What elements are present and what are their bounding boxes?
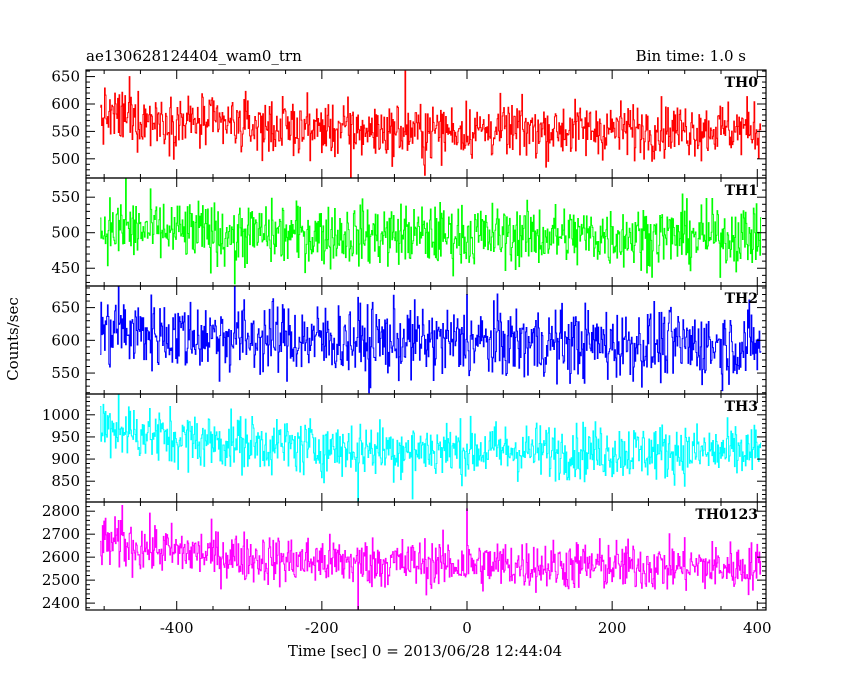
y-tick-label: 2800	[42, 502, 80, 520]
y-tick-label: 500	[51, 150, 80, 168]
y-tick-label: 600	[51, 95, 80, 113]
panel-th0123	[100, 504, 762, 610]
x-axis-title: Time [sec] 0 = 2013/06/28 12:44:04	[288, 642, 562, 660]
series-th0123	[100, 504, 762, 610]
panel-th0	[100, 70, 762, 178]
x-tick-label: -400	[160, 619, 194, 637]
y-tick-label: 600	[51, 331, 80, 349]
y-tick-label: 500	[51, 224, 80, 242]
series-th0	[100, 70, 762, 178]
panel-th3	[100, 394, 762, 502]
panel-label-th0123: TH0123	[695, 507, 758, 523]
y-tick-label: 550	[51, 122, 80, 140]
panel-label-th2: TH2	[725, 291, 758, 307]
panel-th2	[100, 286, 762, 394]
y-tick-label: 650	[51, 68, 80, 86]
chart-title-left: ae130628124404_wam0_trn	[86, 47, 302, 65]
x-tick-label: -200	[305, 619, 339, 637]
chart-title-right: Bin time: 1.0 s	[636, 47, 746, 65]
y-tick-label: 550	[51, 188, 80, 206]
y-tick-label: 450	[51, 259, 80, 277]
series-th2	[100, 286, 762, 394]
y-tick-label: 950	[51, 428, 80, 446]
y-axis-title: Counts/sec	[4, 297, 22, 381]
y-tick-label: 650	[51, 299, 80, 317]
y-tick-label: 2600	[42, 548, 80, 566]
panel-label-th1: TH1	[725, 183, 758, 199]
series-th3	[100, 394, 762, 502]
y-tick-label: 850	[51, 472, 80, 490]
panel-label-th3: TH3	[725, 399, 758, 415]
x-tick-label: 0	[462, 619, 472, 637]
y-tick-label: 900	[51, 450, 80, 468]
y-tick-label: 550	[51, 364, 80, 382]
y-tick-label: 2700	[42, 525, 80, 543]
x-tick-label: 400	[743, 619, 772, 637]
panel-label-th0: TH0	[725, 75, 759, 91]
panel-th1	[100, 178, 762, 285]
panel-frame	[85, 501, 767, 611]
series-th1	[100, 178, 762, 285]
y-tick-label: 1000	[42, 406, 80, 424]
y-tick-label: 2500	[42, 571, 80, 589]
x-tick-label: 200	[598, 619, 627, 637]
y-tick-label: 2400	[42, 594, 80, 612]
